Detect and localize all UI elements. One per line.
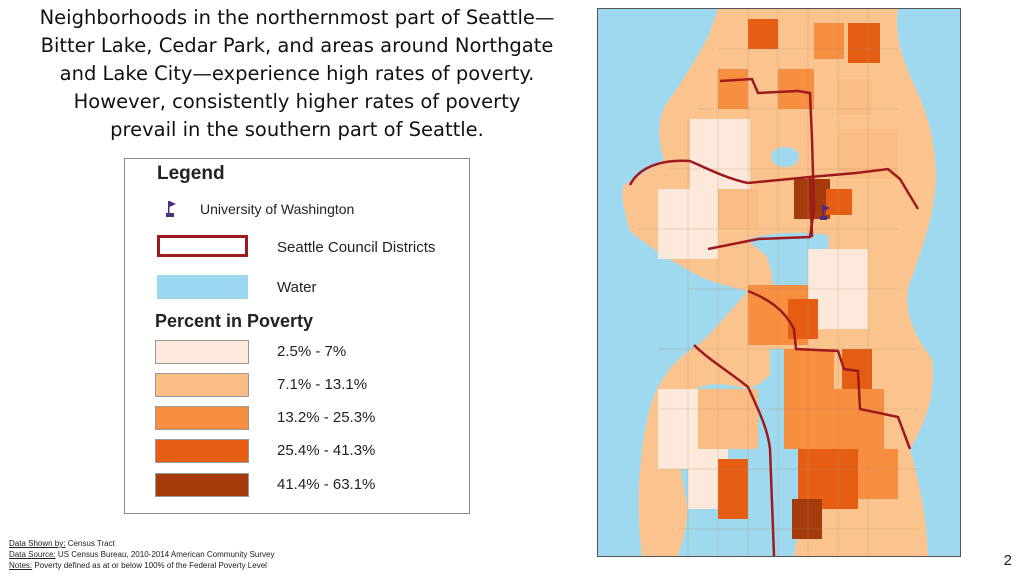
water-swatch xyxy=(157,275,248,299)
page-number: 2 xyxy=(1003,552,1012,569)
footnote-value: US Census Bureau, 2010-2014 American Com… xyxy=(55,550,275,559)
poverty-class-label: 25.4% - 41.3% xyxy=(277,442,376,459)
university-marker-icon xyxy=(166,201,176,217)
headline-line: and Lake City—experience high rates of p… xyxy=(59,62,535,85)
footnote-key: Data Shown by: xyxy=(9,539,66,548)
footnote-shown-by: Data Shown by: Census Tract xyxy=(9,538,274,549)
poverty-class-swatch xyxy=(155,473,249,497)
poverty-class-label: 13.2% - 25.3% xyxy=(277,409,376,426)
footnote-notes: Notes: Poverty defined as at or below 10… xyxy=(9,560,274,571)
footnote-key: Notes: xyxy=(9,561,33,570)
university-of-washington-marker xyxy=(820,205,830,220)
headline-line: Bitter Lake, Cedar Park, and areas aroun… xyxy=(40,34,554,57)
footnote-value: Poverty defined as at or below 100% of t… xyxy=(32,561,267,570)
seattle-poverty-map xyxy=(597,8,961,557)
lake-washington xyxy=(896,9,960,556)
footnotes: Data Shown by: Census Tract Data Source:… xyxy=(9,538,274,571)
poverty-class-label: 2.5% - 7% xyxy=(277,343,347,360)
tract-boundaries xyxy=(638,9,918,556)
council-district-boundaries xyxy=(628,77,920,556)
poverty-class-swatch xyxy=(155,373,249,397)
poverty-class-label: 41.4% - 63.1% xyxy=(277,476,376,493)
headline-line: prevail in the southern part of Seattle. xyxy=(110,118,484,141)
legend-uw-label: University of Washington xyxy=(200,201,355,217)
headline: Neighborhoods in the northernmost part o… xyxy=(8,4,586,144)
legend-council-label: Seattle Council Districts xyxy=(277,239,436,256)
headline-line: Neighborhoods in the northernmost part o… xyxy=(39,6,555,29)
green-lake xyxy=(771,147,799,167)
legend-title: Legend xyxy=(157,163,225,184)
map-legend: Legend University of Washington Seattle … xyxy=(124,158,470,514)
footnote-source: Data Source: US Census Bureau, 2010-2014… xyxy=(9,549,274,560)
map-svg xyxy=(622,9,960,556)
poverty-class-label: 7.1% - 13.1% xyxy=(277,376,368,393)
footnote-key: Data Source: xyxy=(9,550,56,559)
council-district-swatch xyxy=(157,235,248,257)
poverty-class-swatch xyxy=(155,406,249,430)
legend-water-label: Water xyxy=(277,279,317,296)
poverty-title: Percent in Poverty xyxy=(155,311,314,331)
footnote-value: Census Tract xyxy=(65,539,115,548)
poverty-class-swatch xyxy=(155,439,249,463)
poverty-class-swatch xyxy=(155,340,249,364)
headline-line: However, consistently higher rates of po… xyxy=(73,90,521,113)
